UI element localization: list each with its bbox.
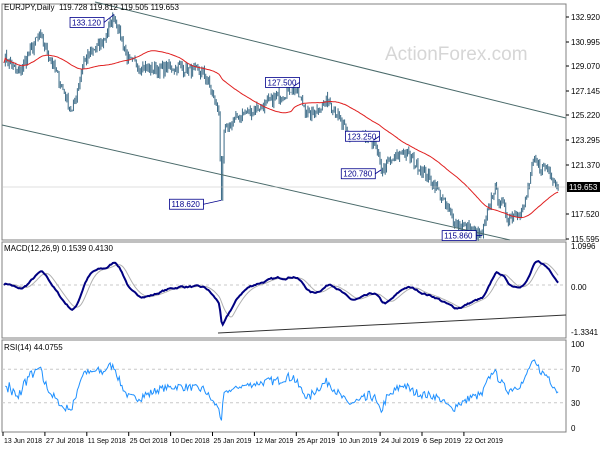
lower-channel-line [1, 124, 511, 241]
current-price-label: 119.653 [569, 183, 598, 192]
price-tick-label: 132.920 [571, 13, 600, 22]
x-tick-label: 6 Sep 2019 [423, 436, 461, 445]
moving-average-line [3, 50, 559, 218]
annotation-connector [293, 82, 300, 87]
price-tick-label: 117.520 [571, 210, 600, 219]
x-tick-label: 25 Apr 2019 [297, 436, 335, 445]
price-tick-label: 121.370 [571, 161, 600, 170]
annotation-connector [373, 135, 380, 141]
x-tick-label: 27 Jul 2018 [46, 436, 84, 445]
price-annotation-label: 118.620 [171, 200, 200, 209]
price-panel [1, 3, 567, 241]
price-annotation-label: 120.780 [343, 170, 372, 179]
x-tick-label: 12 Mar 2019 [255, 436, 293, 445]
macd-trendline [217, 314, 567, 334]
price-tick-label: 127.145 [571, 87, 600, 96]
macd-signal-line [3, 262, 559, 318]
price-tick-label: 129.070 [571, 62, 600, 71]
macd-label: MACD(12,26,9) 0.1539 0.4130 [4, 244, 113, 253]
macd-tick-label: 0.00 [571, 283, 587, 292]
price-annotation-label: 133.120 [72, 18, 101, 27]
macd-tick-label: 1.0996 [571, 242, 596, 251]
x-tick-label: 11 Sep 2018 [88, 436, 126, 445]
rsi-line [5, 359, 559, 421]
x-tick-label: 25 Oct 2018 [130, 436, 168, 445]
rsi-panel [1, 339, 567, 433]
macd-tick-label: -1.3341 [571, 328, 599, 337]
rsi-tick-label: 0 [571, 424, 576, 433]
price-annotation-label: 115.860 [444, 232, 473, 241]
rsi-label: RSI(14) 44.0755 [4, 343, 63, 352]
x-tick-label: 10 Jun 2019 [339, 436, 377, 445]
rsi-tick-label: 100 [571, 340, 585, 349]
x-tick-label: 13 Jun 2018 [4, 436, 42, 445]
upper-channel-line [94, 1, 567, 119]
x-tick-label: 24 Jul 2019 [381, 436, 419, 445]
macd-panel [1, 241, 567, 339]
price-tick-label: 125.220 [571, 111, 600, 120]
x-tick-label: 10 Dec 2018 [172, 436, 210, 445]
annotation-connector [375, 169, 382, 175]
current-price-box [567, 182, 600, 192]
rsi-tick-label: 30 [571, 399, 580, 408]
price-tick-label: 130.995 [571, 38, 600, 47]
rsi-tick-label: 70 [571, 365, 580, 374]
x-tick-label: 25 Jan 2019 [214, 436, 252, 445]
watermark: ActionForex.com [385, 44, 528, 65]
chart-header: EURJPY,Daily 119.728 119.812 119.505 119… [4, 3, 179, 12]
price-annotation-label: 127.500 [268, 78, 297, 87]
x-tick-label: 22 Oct 2019 [465, 436, 503, 445]
symbol-label: EURJPY,Daily [4, 3, 55, 12]
annotation-connector [103, 14, 115, 23]
annotation-connector [203, 199, 222, 205]
macd-line [3, 259, 559, 327]
ohlc-values: 119.728 119.812 119.505 119.653 [59, 3, 179, 12]
price-annotation-label: 123.250 [347, 132, 376, 141]
price-tick-label: 123.295 [571, 136, 600, 145]
price-tick-label: 115.595 [571, 235, 600, 244]
